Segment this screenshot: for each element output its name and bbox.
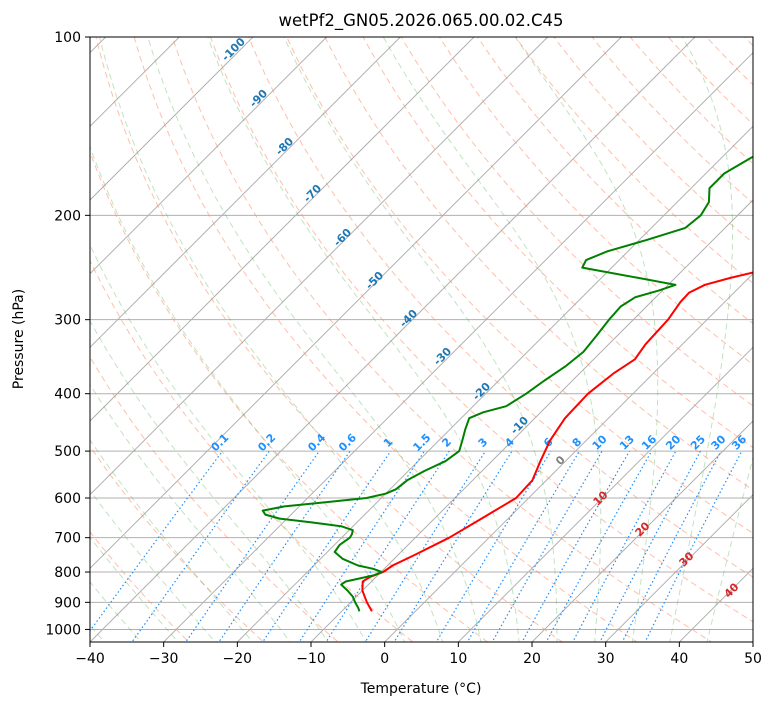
y-axis-label: Pressure (hPa) xyxy=(11,289,27,389)
plot-area: 0.1 0.2 0.4 0.6 1 1.5 2 3 4 6 8 10 13 16 20 25 30 36-100-… xyxy=(90,37,753,642)
mixing-ratio-line xyxy=(545,450,653,642)
y-tick-label: 800 xyxy=(54,565,81,581)
x-tick-label: 10 xyxy=(449,651,467,667)
mixing-ratio-line xyxy=(325,450,450,642)
mixing-ratio-line xyxy=(262,450,392,642)
mixing-ratio-line xyxy=(298,450,425,642)
dry-adiabat-line xyxy=(90,150,489,642)
mixing-ratio-line xyxy=(131,450,270,642)
x-tick-label: −30 xyxy=(149,651,179,667)
x-tick-label: −10 xyxy=(296,651,326,667)
dry-adiabat-line xyxy=(629,37,753,165)
y-tick-label: 300 xyxy=(54,313,81,329)
y-tick-label: 100 xyxy=(54,30,81,46)
x-tick-label: 30 xyxy=(597,651,615,667)
y-tick-label: 1000 xyxy=(45,622,81,638)
y-tick-label: 400 xyxy=(54,387,81,403)
x-tick-label: 0 xyxy=(380,651,389,667)
dry-adiabats xyxy=(90,37,753,642)
mixing-ratio-line xyxy=(491,450,603,642)
dry-adiabat-line xyxy=(324,37,753,491)
moist-adiabat-line xyxy=(90,145,405,642)
y-tick-label: 600 xyxy=(54,491,81,507)
moist-adiabat-line xyxy=(90,319,329,642)
isotherm-line xyxy=(90,37,549,496)
temperature-profile-line xyxy=(361,271,753,612)
x-axis-label: Temperature (°C) xyxy=(360,681,482,697)
y-axis-ticks: 1000 900 800 700 600 500 400 300 200 100 xyxy=(45,30,90,638)
moist-adiabat-line xyxy=(90,439,254,642)
moist-adiabat-line xyxy=(283,37,558,642)
mixing-ratio-line xyxy=(218,450,351,642)
dry-adiabat-line xyxy=(438,37,753,366)
isotherm-line xyxy=(383,272,753,642)
isotherm-line xyxy=(90,37,696,642)
mixing-ratio-line xyxy=(435,450,552,642)
dry-adiabat-line xyxy=(210,37,753,623)
isotherm-line xyxy=(531,420,753,642)
isotherm-line xyxy=(90,37,401,349)
mixing-ratio-line xyxy=(644,450,743,642)
isotherm-line xyxy=(236,125,753,642)
moist-adiabat-line xyxy=(514,37,659,642)
x-axis-ticks: −40 −30 −20 −10 0 10 20 30 40 50 xyxy=(75,642,762,667)
moist-adiabat-line xyxy=(706,455,753,642)
x-tick-label: 50 xyxy=(744,651,762,667)
isotherm-line xyxy=(604,493,753,642)
pressure-gridlines xyxy=(90,37,753,630)
dry-adiabat-line xyxy=(248,37,753,578)
dry-adiabat-line xyxy=(591,37,753,204)
mixing-ratio-line xyxy=(466,450,580,642)
moist-adiabats xyxy=(90,37,753,642)
dry-adiabat-line xyxy=(286,37,753,534)
plot-frame xyxy=(89,36,754,643)
dry-adiabat-line xyxy=(362,37,753,449)
x-tick-label: 20 xyxy=(523,651,541,667)
skewed-isotherms xyxy=(90,37,753,642)
moist-adiabat-line xyxy=(90,383,291,642)
isotherm-line xyxy=(90,37,475,422)
mixing-ratio-lines xyxy=(90,450,743,642)
dry-adiabat-line xyxy=(95,37,564,642)
dry-adiabat-line xyxy=(133,37,638,642)
x-tick-label: −40 xyxy=(75,651,105,667)
dry-adiabat-line xyxy=(171,37,713,642)
moist-adiabat-line xyxy=(207,37,520,642)
isotherm-line xyxy=(90,37,254,201)
x-tick-label: −20 xyxy=(223,651,253,667)
dewpoint-profile-line xyxy=(261,155,753,612)
y-tick-label: 900 xyxy=(54,595,81,611)
y-tick-label: 700 xyxy=(54,531,81,547)
y-tick-label: 200 xyxy=(54,208,81,224)
dry-adiabat-line xyxy=(477,37,753,325)
moist-adiabat-line xyxy=(382,37,602,642)
isotherm-line xyxy=(457,346,753,642)
chart-title: wetPf2_GN05.2026.065.00.02.C45 xyxy=(279,11,564,31)
dry-adiabat-line xyxy=(90,531,190,642)
moist-adiabat-line xyxy=(90,489,216,642)
moist-adiabat-line xyxy=(90,243,367,642)
isotherm-line xyxy=(90,37,622,570)
mixing-ratio-line xyxy=(184,450,320,642)
isotherm-line xyxy=(310,199,753,642)
sounding-profiles xyxy=(261,155,753,612)
isotherm-line xyxy=(90,37,328,275)
x-tick-label: 40 xyxy=(670,651,688,667)
y-tick-label: 500 xyxy=(54,444,81,460)
moist-adiabat-line xyxy=(147,37,482,642)
dry-adiabat-line xyxy=(90,356,340,642)
moist-adiabat-line xyxy=(669,37,734,642)
